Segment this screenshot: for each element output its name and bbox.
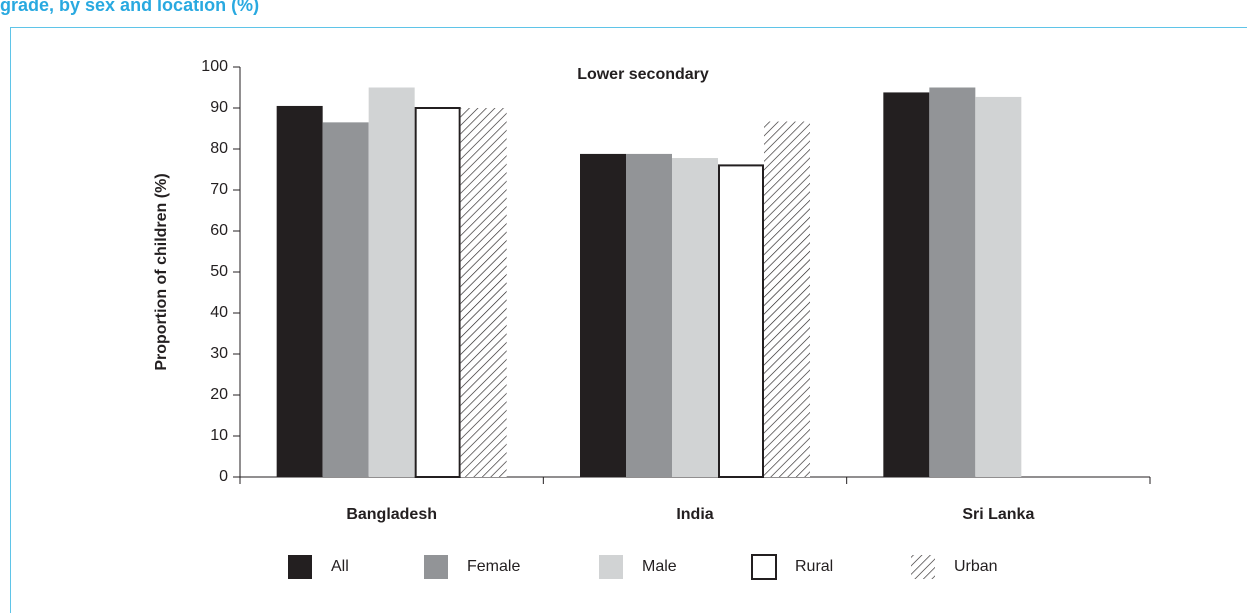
bar (322, 122, 369, 477)
y-tick-label: 100 (201, 58, 228, 75)
bar (929, 87, 976, 477)
bar (718, 164, 764, 478)
y-tick-label: 90 (210, 99, 228, 116)
x-tick-label: Bangladesh (346, 506, 437, 523)
y-tick-label: 80 (210, 140, 228, 157)
legend-swatch (751, 554, 777, 580)
x-tick-label: India (676, 506, 713, 523)
legend-swatch (599, 555, 623, 579)
bar (672, 158, 718, 477)
legend-label: Rural (795, 558, 833, 575)
y-tick-label: 70 (210, 181, 228, 198)
bar (764, 121, 810, 477)
bar (414, 107, 461, 478)
bar (975, 96, 1022, 478)
chart-title: Lower secondary (577, 66, 709, 83)
bar (368, 87, 415, 477)
legend-label: All (331, 558, 349, 575)
legend-swatch (288, 555, 312, 579)
y-tick-label: 40 (210, 304, 228, 321)
legend-swatch (911, 555, 935, 579)
y-tick-label: 50 (210, 263, 228, 280)
bar (883, 92, 930, 478)
y-tick-label: 0 (219, 468, 228, 485)
frame (10, 27, 1247, 613)
x-tick-label: Sri Lanka (962, 506, 1034, 523)
y-tick-label: 20 (210, 386, 228, 403)
y-tick-label: 10 (210, 427, 228, 444)
legend-label: Urban (954, 558, 998, 575)
y-tick-label: 60 (210, 222, 228, 239)
legend-swatch (424, 555, 448, 579)
bar (580, 153, 626, 478)
legend-label: Female (467, 558, 520, 575)
bar (460, 108, 507, 477)
legend-label: Male (642, 558, 677, 575)
header-title: grade, by sex and location (%) (0, 0, 259, 15)
y-axis-label: Proportion of children (%) (153, 173, 170, 370)
bar (626, 153, 672, 478)
bar (276, 105, 323, 477)
y-tick-label: 30 (210, 345, 228, 362)
